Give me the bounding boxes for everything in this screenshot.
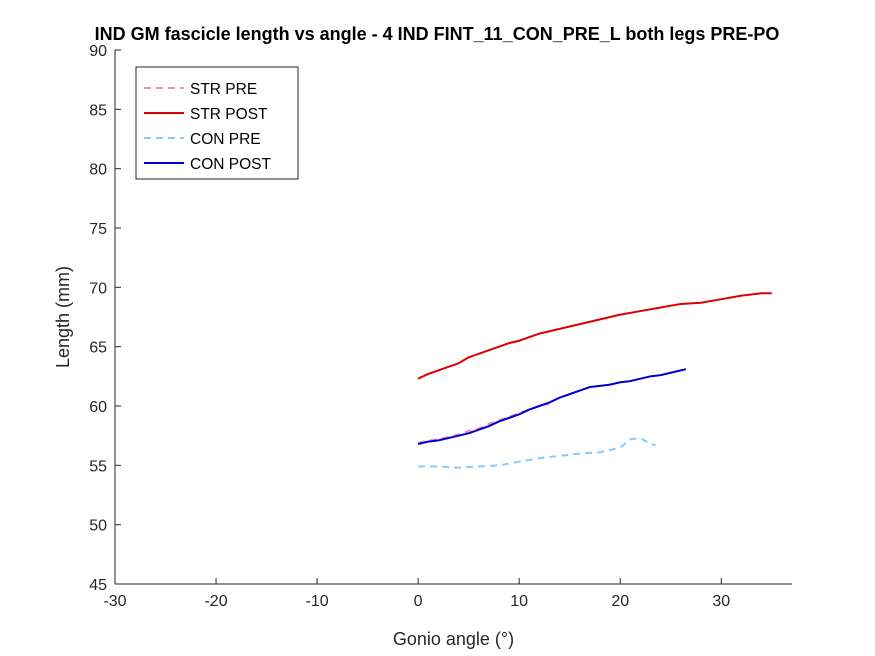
x-axis-label: Gonio angle (°) bbox=[393, 629, 514, 649]
y-tick-label: 75 bbox=[89, 221, 107, 238]
x-tick-label: 10 bbox=[510, 593, 528, 610]
x-tick-label: -10 bbox=[306, 593, 329, 610]
y-tick-label: 65 bbox=[89, 340, 107, 357]
y-tick-label: 50 bbox=[89, 518, 107, 535]
series-line-con-post bbox=[417, 368, 687, 445]
legend-box bbox=[135, 66, 299, 180]
legend-label-con-post: CON POST bbox=[190, 156, 271, 173]
series-line-str-post bbox=[417, 292, 772, 380]
legend: STR PRE STR POST CON PRE CON POST bbox=[135, 66, 299, 180]
x-tick-label: 20 bbox=[611, 593, 629, 610]
series-layer bbox=[417, 292, 772, 469]
axes-layer: -30 -20 -10 0 10 20 30 45 50 55 60 65 70 75 80 85 90 bbox=[89, 43, 792, 610]
y-tick-label: 45 bbox=[89, 577, 107, 594]
x-tick-label: 30 bbox=[712, 593, 730, 610]
y-axis-label: Length (mm) bbox=[53, 266, 73, 368]
y-tick-label: 90 bbox=[89, 43, 107, 60]
y-tick-label: 85 bbox=[89, 102, 107, 119]
y-tick-label: 60 bbox=[89, 399, 107, 416]
y-tick-label: 70 bbox=[89, 280, 107, 297]
x-tick-label: -20 bbox=[204, 593, 227, 610]
x-tick-label: -30 bbox=[103, 593, 126, 610]
legend-label-con-pre: CON PRE bbox=[190, 131, 261, 148]
chart-title: IND GM fascicle length vs angle - 4 IND … bbox=[95, 24, 780, 44]
y-tick-label: 80 bbox=[89, 162, 107, 179]
y-tick-label: 55 bbox=[89, 458, 107, 475]
x-tick-label: 0 bbox=[414, 593, 423, 610]
legend-label-str-pre: STR PRE bbox=[190, 81, 257, 98]
legend-label-str-post: STR POST bbox=[190, 106, 268, 123]
